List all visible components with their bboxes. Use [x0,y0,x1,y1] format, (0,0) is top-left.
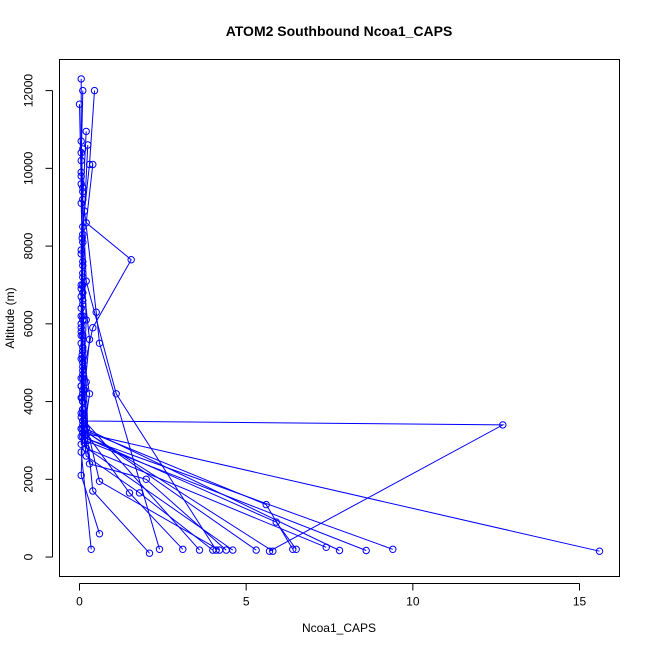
series-line [80,78,600,552]
chart-title: ATOM2 Southbound Ncoa1_CAPS [226,23,453,39]
x-tick-label: 5 [243,595,250,609]
series-line [83,144,160,550]
data-point [82,219,90,227]
x-tick-label: 0 [76,595,83,609]
data-point [195,546,204,554]
series-line [80,358,274,552]
data-point [82,452,90,460]
data-point [145,549,154,557]
data-point [79,257,87,266]
series-line [82,164,340,551]
series-line [80,316,234,551]
x-tick-label: 15 [573,595,587,609]
data-point [215,546,224,554]
data-point [77,168,85,176]
plot-area [59,59,620,577]
data-point [89,160,97,169]
data-point [77,281,85,289]
data-point [95,530,104,538]
data-point [77,75,85,83]
data-point [127,256,135,264]
data-point [79,374,87,382]
series-line [80,234,184,550]
data-point [95,339,104,347]
data-point [85,460,94,468]
data-point [77,324,85,332]
data-point [77,425,85,433]
data-point [79,409,87,417]
data-point [269,547,277,555]
data-point [77,137,85,145]
data-point [252,546,260,554]
data-point [155,545,164,553]
y-tick-label: 12000 [22,74,36,108]
y-tick-label: 6000 [22,310,36,337]
series-layer [75,75,604,557]
series-line [80,141,257,551]
data-point [79,390,87,398]
data-point [79,269,87,277]
data-point [229,546,237,554]
y-tick-label: 8000 [22,232,36,259]
data-point [112,390,120,398]
data-point [322,543,330,551]
data-point [595,547,604,555]
data-point [135,489,144,497]
data-point [77,382,85,390]
data-point [90,86,99,95]
data-point [79,289,87,297]
data-point [179,545,187,553]
data-point [85,335,94,344]
x-axis: 0 5 10 15 [76,583,587,609]
data-point [79,145,87,153]
data-point [77,355,85,363]
data-point [87,545,95,553]
data-point [335,546,344,555]
y-axis-label: Altitude (m) [3,287,17,348]
data-point [389,545,397,553]
data-point [79,312,87,320]
data-point [79,184,87,192]
series-line [80,284,227,551]
data-point [142,475,150,483]
data-point [125,489,134,497]
data-point [89,324,97,332]
data-point [79,347,87,355]
y-tick-label: 10000 [22,151,36,185]
data-point [89,487,97,495]
data-point [77,172,85,180]
data-point [79,230,87,239]
data-point [92,308,100,316]
series-line [80,203,150,554]
y-tick-label: 4000 [22,388,36,415]
data-point [82,127,90,136]
data-point [79,86,87,95]
data-point [77,331,85,340]
x-axis-label: Ncoa1_CAPS [302,621,376,635]
data-point [95,477,104,485]
series-line [82,131,217,551]
data-point [77,246,85,254]
data-point [77,304,85,312]
y-axis: 0 2000 4000 6000 8000 10000 12000 [22,74,53,560]
data-point [82,444,90,452]
series-line [80,90,393,550]
data-point [79,432,87,441]
data-point [77,448,85,456]
data-point [77,471,85,480]
data-point [362,546,370,555]
x-tick-label: 10 [406,595,420,609]
data-point [77,199,85,208]
data-point [84,141,92,149]
data-point [77,440,85,448]
data-point [262,500,270,509]
data-point [292,545,300,553]
y-tick-label: 2000 [22,466,36,493]
data-point [75,100,84,108]
y-tick-label: 0 [22,553,36,560]
data-point [272,518,280,526]
data-point [499,421,507,429]
